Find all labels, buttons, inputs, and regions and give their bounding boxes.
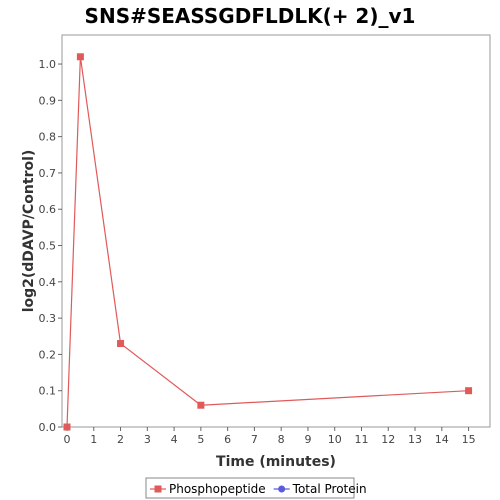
- y-tick-label: 0.9: [39, 94, 57, 107]
- x-tick-label: 10: [328, 433, 342, 446]
- y-tick-label: 0.3: [39, 312, 57, 325]
- legend-marker-1: [278, 485, 286, 493]
- x-tick-label: 3: [144, 433, 151, 446]
- chart-title: SNS#SEASSGDFLDLK(+ 2)_v1: [85, 4, 416, 28]
- x-tick-label: 6: [224, 433, 231, 446]
- data-point: [63, 423, 71, 431]
- legend: Phosphopeptide Total Protein: [145, 477, 367, 499]
- x-tick-label: 2: [117, 433, 124, 446]
- x-axis: 0 1 2 3 4 5 6 7 8 9 10 11 12 13 14 15: [64, 427, 476, 446]
- x-axis-label: Time (minutes): [216, 454, 336, 470]
- x-tick-label: 0: [64, 433, 71, 446]
- y-axis: 0.0 0.1 0.2 0.3 0.4 0.5 0.6 0.7 0.8 0.9 1.0: [39, 58, 62, 434]
- plot-area: [61, 34, 491, 428]
- y-tick-label: 0.7: [39, 167, 57, 180]
- data-point: [76, 53, 84, 61]
- x-tick-label: 12: [381, 433, 395, 446]
- legend-marker-0: [154, 485, 162, 493]
- x-tick-label: 15: [462, 433, 476, 446]
- x-tick-label: 1: [90, 433, 97, 446]
- y-tick-label: 0.8: [39, 131, 57, 144]
- series-layer: [63, 53, 473, 431]
- x-tick-label: 13: [408, 433, 422, 446]
- x-tick-label: 8: [278, 433, 285, 446]
- y-tick-label: 0.2: [39, 348, 57, 361]
- data-point: [117, 340, 125, 348]
- y-tick-label: 0.4: [39, 276, 57, 289]
- data-point: [197, 401, 205, 409]
- legend-box: [145, 477, 355, 499]
- x-tick-label: 14: [435, 433, 449, 446]
- y-tick-label: 0.1: [39, 385, 57, 398]
- y-tick-label: 0.5: [39, 240, 57, 253]
- y-tick-label: 1.0: [39, 58, 57, 71]
- y-tick-label: 0.0: [39, 421, 57, 434]
- x-tick-label: 5: [197, 433, 204, 446]
- x-tick-label: 11: [354, 433, 368, 446]
- x-tick-label: 9: [304, 433, 311, 446]
- legend-label-0: Phosphopeptide: [169, 482, 266, 496]
- y-tick-label: 0.6: [39, 203, 57, 216]
- y-axis-label: log2(dDAVP/Control): [21, 150, 37, 313]
- x-tick-label: 4: [171, 433, 178, 446]
- legend-label-1: Total Protein: [292, 482, 367, 496]
- data-point: [465, 387, 473, 395]
- x-tick-label: 7: [251, 433, 258, 446]
